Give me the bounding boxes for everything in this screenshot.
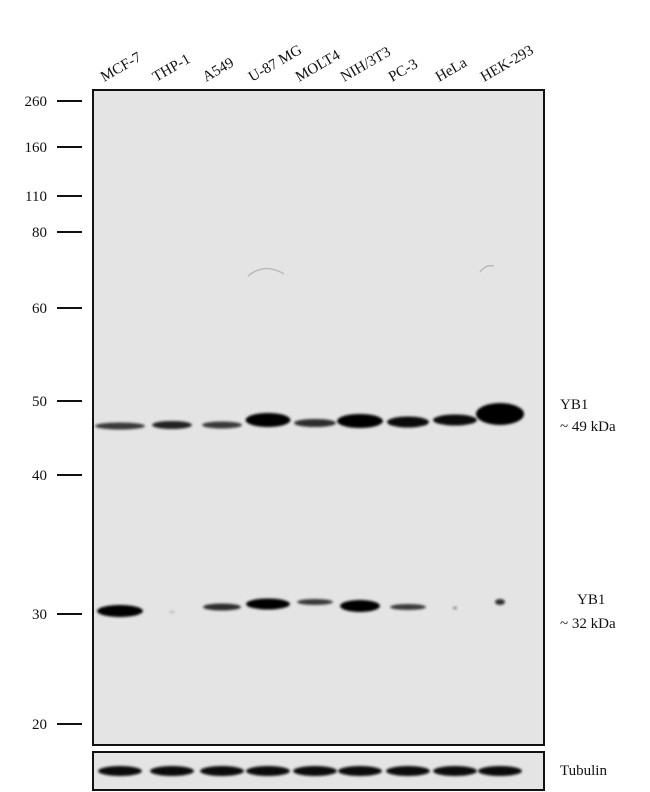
- band-49kda: [387, 416, 429, 428]
- band-tubulin: [200, 766, 244, 776]
- band-32kda: [297, 599, 333, 605]
- band-49kda: [433, 414, 477, 426]
- marker-label: 50: [32, 394, 47, 410]
- main-blot: [92, 89, 545, 746]
- marker-label: 160: [25, 140, 48, 156]
- band-49kda: [337, 414, 383, 428]
- band-tubulin: [478, 766, 522, 776]
- marker-label: 60: [32, 301, 47, 317]
- lane-label: PC-3: [386, 56, 421, 85]
- lane-label: A549: [200, 55, 237, 86]
- band-32kda: [246, 598, 290, 610]
- marker-label: 30: [32, 607, 47, 623]
- band-tubulin: [150, 766, 194, 776]
- lane-label: NIH/3T3: [338, 44, 394, 85]
- band-tubulin: [246, 766, 290, 776]
- band-tubulin: [433, 766, 477, 776]
- marker-label: 110: [25, 189, 47, 205]
- lane-label: HeLa: [433, 55, 470, 86]
- band-32kda: [340, 600, 380, 612]
- band-49kda: [245, 413, 291, 427]
- band-32kda: [97, 605, 143, 617]
- band-49kda: [152, 421, 192, 429]
- marker-label: 80: [32, 225, 47, 241]
- band-49kda: [202, 421, 242, 429]
- band-tubulin: [293, 766, 337, 776]
- band-32kda: [453, 606, 457, 610]
- annotation-size: ~ 49 kDa: [560, 419, 616, 435]
- lane-label: THP-1: [150, 51, 193, 85]
- band-32kda: [390, 604, 426, 610]
- annotation-size: ~ 32 kDa: [560, 616, 616, 632]
- band-tubulin: [386, 766, 430, 776]
- marker-label: 260: [25, 94, 48, 110]
- annotation-label: YB1: [577, 592, 605, 608]
- artifact: [479, 264, 495, 273]
- band-49kda: [95, 422, 145, 430]
- annotation-label: YB1: [560, 397, 588, 413]
- band-32kda: [203, 603, 241, 611]
- lane-label: MCF-7: [98, 49, 145, 85]
- band-tubulin: [338, 766, 382, 776]
- loading-control-label: Tubulin: [560, 763, 607, 779]
- band-32kda: [169, 611, 175, 613]
- artifact: [247, 267, 285, 277]
- band-49kda: [294, 419, 336, 427]
- band-tubulin: [98, 766, 142, 776]
- band-49kda: [476, 403, 524, 425]
- marker-label: 40: [32, 468, 47, 484]
- marker-label: 20: [32, 717, 47, 733]
- lane-label: HEK-293: [478, 42, 537, 85]
- band-32kda: [495, 599, 505, 605]
